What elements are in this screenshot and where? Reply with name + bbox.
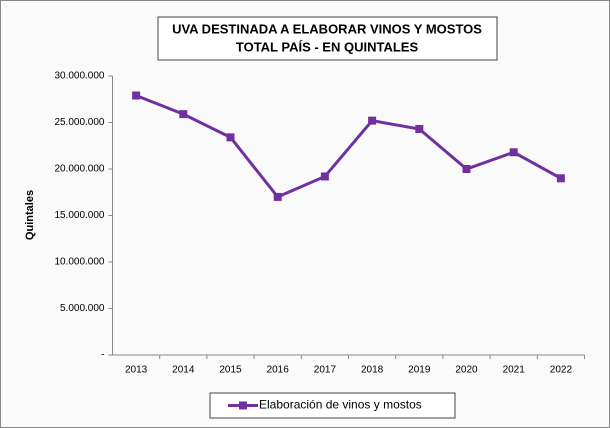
point xyxy=(132,91,141,100)
legend-label: Elaboración de vinos y mostos xyxy=(259,398,422,412)
y-tick-label: 20.000.000 xyxy=(54,164,104,175)
x-tick-label: 2014 xyxy=(172,365,195,376)
y-tick-label: - xyxy=(101,350,104,361)
point xyxy=(273,192,282,201)
y-tick-label: 25.000.000 xyxy=(54,117,104,128)
x-tick-label: 2021 xyxy=(503,365,526,376)
y-axis-label: Quintales xyxy=(24,190,36,240)
x-tick-label: 2019 xyxy=(408,365,431,376)
x-tick-label: 2020 xyxy=(455,365,478,376)
x-tick-label: 2016 xyxy=(267,365,290,376)
point xyxy=(556,174,565,183)
x-tick-label: 2015 xyxy=(219,365,242,376)
y-tick-label: 10.000.000 xyxy=(54,257,104,268)
y-tick-label: 5.000.000 xyxy=(60,303,105,314)
chart-title: TOTAL PAÍS - EN QUINTALES xyxy=(236,39,419,54)
x-tick-label: 2013 xyxy=(125,365,148,376)
line xyxy=(135,94,562,199)
point xyxy=(179,110,188,119)
point xyxy=(415,125,424,134)
y-tick-label: 15.000.000 xyxy=(54,210,104,221)
legend-marker xyxy=(239,401,247,410)
point xyxy=(320,172,329,181)
y-tick-label: 30.000.000 xyxy=(54,71,104,82)
x-tick-label: 2018 xyxy=(361,365,384,376)
title-box xyxy=(157,16,498,61)
point xyxy=(462,165,471,173)
point xyxy=(509,148,518,157)
x-tick-label: 2022 xyxy=(550,365,573,376)
x-tick-label: 2017 xyxy=(314,365,337,376)
point xyxy=(368,116,377,125)
chart-title: UVA DESTINADA A ELABORAR VINOS Y MOSTOS xyxy=(172,21,482,36)
point xyxy=(226,133,235,142)
